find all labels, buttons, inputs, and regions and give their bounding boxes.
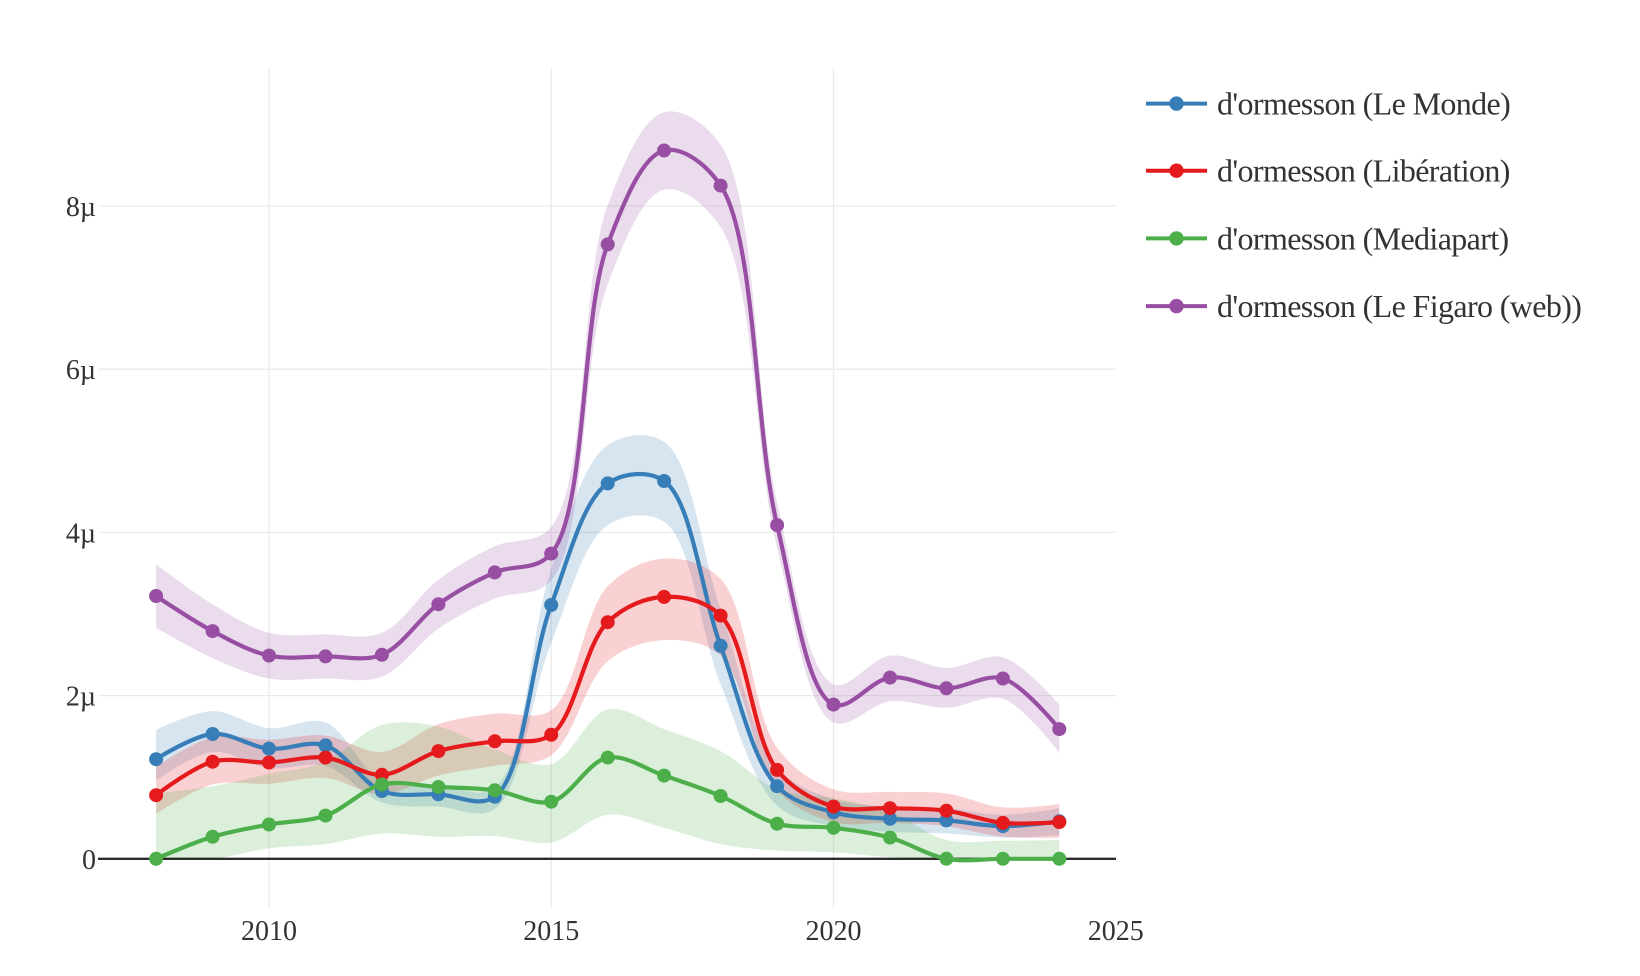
svg-text:4µ: 4µ [66, 518, 96, 549]
svg-text:2020: 2020 [806, 916, 862, 947]
svg-text:2µ: 2µ [66, 682, 96, 713]
svg-text:0: 0 [82, 845, 96, 876]
svg-text:2010: 2010 [241, 916, 297, 947]
svg-text:d'ormesson (Mediapart): d'ormesson (Mediapart) [1217, 220, 1509, 256]
svg-text:8µ: 8µ [66, 192, 96, 223]
svg-text:6µ: 6µ [66, 355, 96, 386]
svg-text:d'ormesson (Le Monde): d'ormesson (Le Monde) [1217, 86, 1510, 122]
svg-text:d'ormesson (Libération): d'ormesson (Libération) [1217, 153, 1510, 189]
svg-text:2025: 2025 [1088, 916, 1144, 947]
svg-text:2015: 2015 [523, 916, 579, 947]
svg-text:d'ormesson (Le Figaro (web)): d'ormesson (Le Figaro (web)) [1217, 288, 1581, 324]
